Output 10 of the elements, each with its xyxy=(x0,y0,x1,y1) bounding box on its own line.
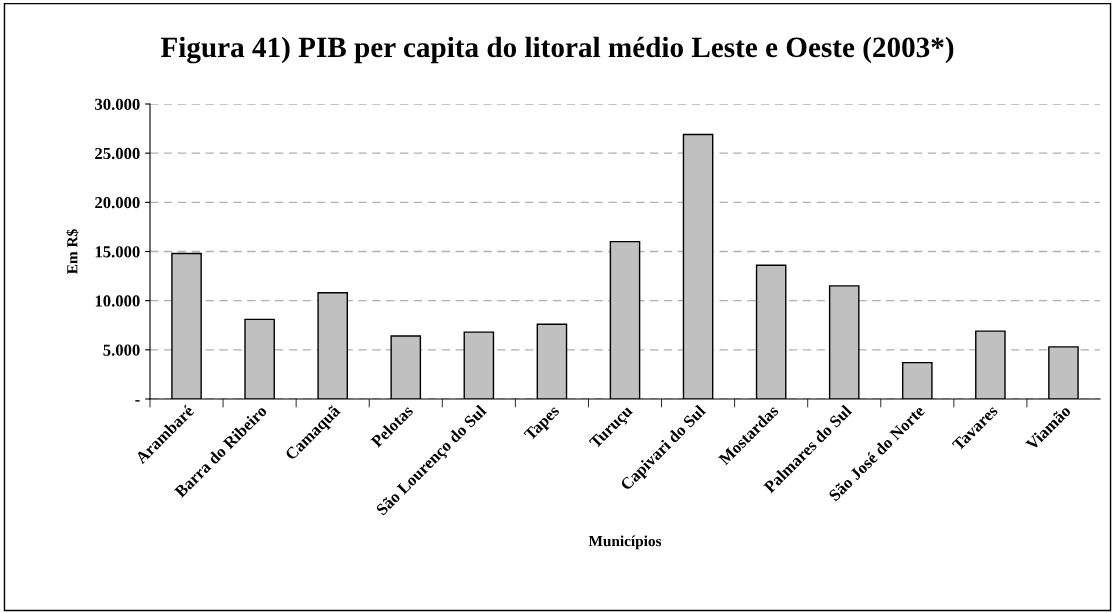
y-tick-label: 10.000 xyxy=(95,295,140,307)
y-tick-label: 25.000 xyxy=(95,147,140,160)
y-tick-label: - xyxy=(135,400,140,402)
x-axis-title: Municípios xyxy=(588,535,662,550)
y-tick-label: 5.000 xyxy=(103,344,140,356)
chart-title: Figura 41) PIB per capita do litoral médio Leste e Oeste (2003*) xyxy=(160,36,954,64)
y-axis-title: Em R$ xyxy=(66,229,79,274)
y-tick-label: 20.000 xyxy=(95,197,140,209)
y-tick-label: 30.000 xyxy=(95,98,140,111)
y-tick-label: 15.000 xyxy=(95,246,140,258)
